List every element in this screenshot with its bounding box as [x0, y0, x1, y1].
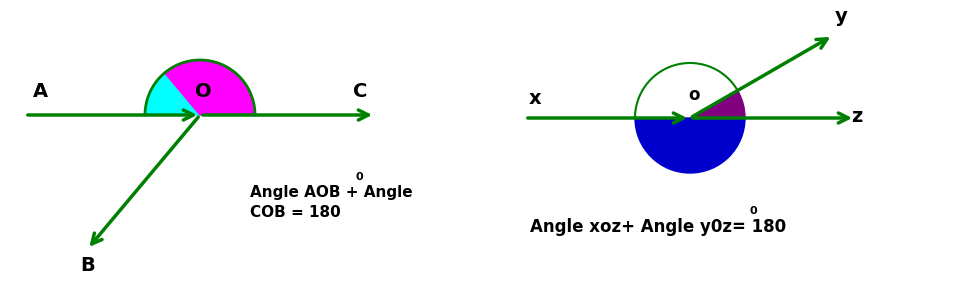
Text: COB = 180: COB = 180 — [250, 205, 341, 220]
Text: C: C — [353, 82, 367, 101]
Wedge shape — [690, 90, 745, 118]
Wedge shape — [165, 60, 255, 115]
Text: O: O — [194, 82, 211, 101]
Text: B: B — [80, 256, 95, 275]
Text: o: o — [688, 86, 700, 104]
Text: y: y — [834, 6, 847, 26]
Text: Angle xoz+ Angle y0z= 180: Angle xoz+ Angle y0z= 180 — [530, 218, 786, 236]
Text: x: x — [529, 89, 541, 108]
Text: 0: 0 — [355, 172, 362, 182]
Text: A: A — [32, 82, 48, 101]
Text: 0: 0 — [750, 206, 757, 216]
Text: z: z — [851, 107, 863, 126]
Wedge shape — [635, 118, 745, 173]
Text: Angle AOB + Angle: Angle AOB + Angle — [250, 185, 412, 200]
Wedge shape — [145, 73, 200, 115]
